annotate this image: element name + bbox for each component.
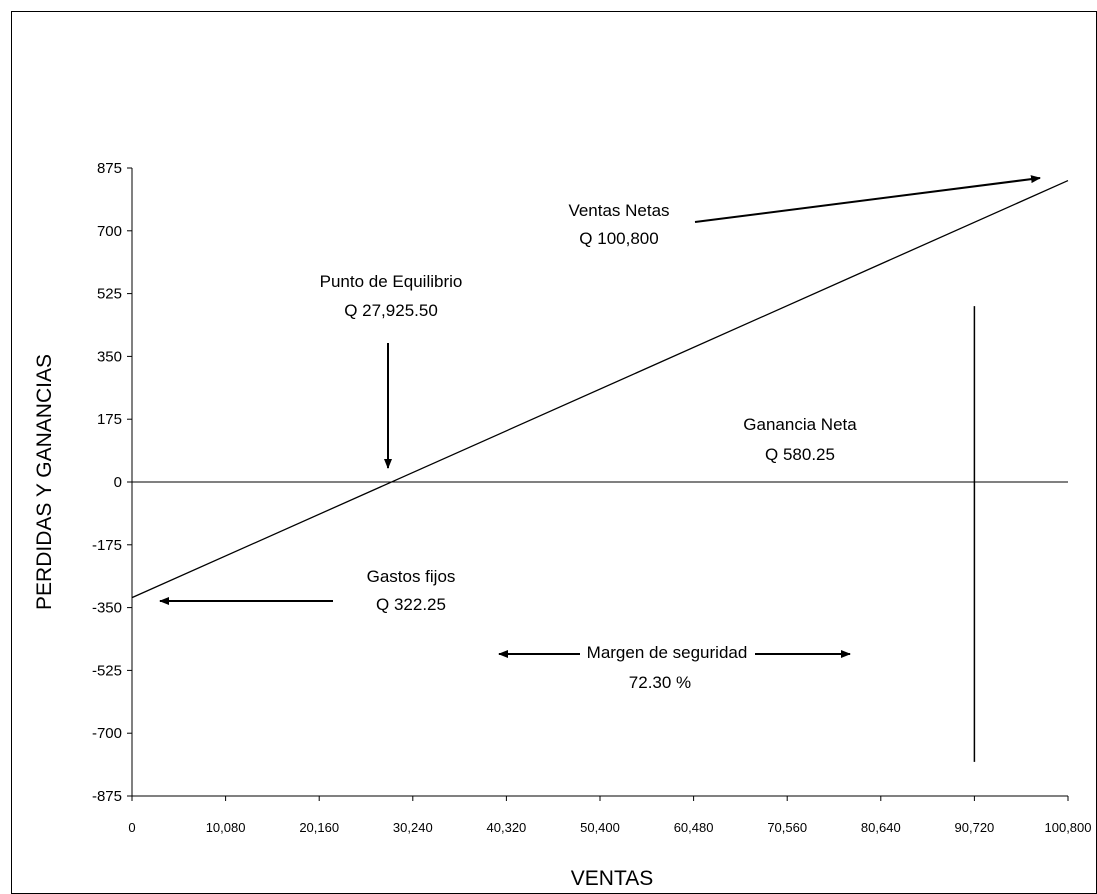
x-tick-label: 50,400 [580,820,620,835]
ventas-netas-value: Q 100,800 [579,229,658,248]
margen-seguridad-value: 72.30 % [629,673,691,692]
margen-seguridad-label: Margen de seguridad [587,643,748,662]
y-tick-label: 875 [97,160,122,177]
y-tick-label: 0 [114,474,122,491]
y-tick-label: -350 [92,600,122,617]
y-axis-title: PERDIDAS Y GANANCIAS [33,354,56,610]
ventas-netas-arrow [694,175,1041,223]
x-tick-label: 70,560 [767,820,807,835]
punto-equilibrio-value: Q 27,925.50 [344,301,438,320]
ganancia-neta-label: Ganancia Neta [743,415,857,434]
chart-frame [11,11,1097,894]
ganancia-neta-value: Q 580.25 [765,445,835,464]
x-tick-label: 10,080 [206,820,246,835]
ventas-netas-label: Ventas Netas [568,201,669,220]
y-tick-label: -700 [92,725,122,742]
y-tick-marks [127,167,132,797]
x-tick-label: 90,720 [955,820,995,835]
x-tick-label: 100,800 [1045,820,1092,835]
gastos-fijos-label: Gastos fijos [367,567,456,586]
series-line [131,179,1069,599]
x-tick-label: 40,320 [487,820,527,835]
y-tick-label: -525 [92,662,122,679]
x-tick-label: 0 [128,820,135,835]
y-tick-label: 700 [97,223,122,240]
y-tick-label: 350 [97,348,122,365]
x-tick-label: 80,640 [861,820,901,835]
gastos-fijos-value: Q 322.25 [376,595,446,614]
x-tick-label: 60,480 [674,820,714,835]
punto-equilibrio-label: Punto de Equilibrio [320,272,463,291]
x-tick-label: 30,240 [393,820,433,835]
y-tick-label: 175 [97,411,122,428]
x-tick-label: 20,160 [299,820,339,835]
y-tick-label: -875 [92,788,122,805]
x-tick-labels: 0 10,080 20,160 30,240 40,320 50,400 60,480 70,… [128,820,1091,835]
y-tick-label: 525 [97,286,122,303]
y-tick-label: -175 [92,537,122,554]
x-tick-marks [131,796,1069,801]
y-tick-labels: 875 700 525 350 175 0 -175 -350 -525 -700 -875 [92,160,122,805]
x-axis-title: VENTAS [571,867,653,890]
